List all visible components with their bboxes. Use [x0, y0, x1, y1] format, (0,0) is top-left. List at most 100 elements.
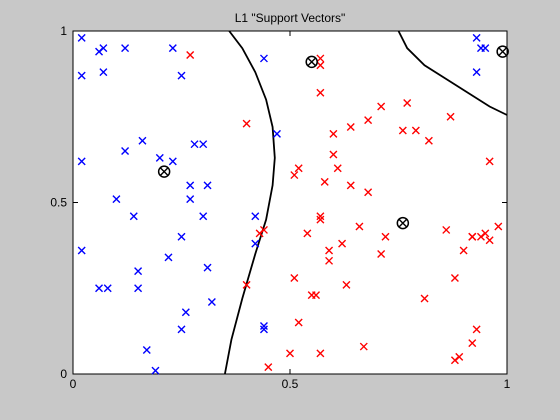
- red-x-marker: [364, 188, 373, 197]
- blue-x-marker: [103, 284, 112, 293]
- blue-x-marker: [259, 325, 268, 334]
- blue-x-marker: [203, 263, 212, 272]
- blue-x-marker: [142, 345, 151, 354]
- support-vector-circle: [157, 165, 171, 178]
- red-x-marker: [316, 212, 325, 221]
- red-x-marker: [485, 236, 494, 245]
- support-vector-circle: [396, 216, 410, 230]
- blue-x-marker: [134, 267, 143, 276]
- red-x-marker: [381, 232, 390, 241]
- blue-x-marker: [203, 181, 212, 190]
- red-x-marker: [329, 129, 338, 138]
- blue-x-marker: [129, 212, 138, 221]
- blue-x-marker: [77, 71, 86, 80]
- blue-x-marker: [77, 157, 86, 166]
- support-vector-x: [498, 47, 507, 56]
- x-tick-label: 1: [504, 377, 511, 391]
- support-vector-x: [160, 167, 169, 176]
- blue-x-marker: [112, 195, 121, 204]
- blue-x-marker: [251, 239, 260, 248]
- blue-x-marker: [121, 147, 130, 156]
- red-x-marker: [359, 342, 368, 351]
- red-x-marker: [333, 164, 342, 173]
- red-x-marker: [186, 51, 195, 60]
- blue-x-marker: [177, 232, 186, 241]
- blue-x-marker: [99, 68, 108, 77]
- y-tick-label: 0.5: [50, 196, 67, 210]
- red-x-marker: [316, 54, 325, 63]
- red-x-marker: [494, 222, 503, 231]
- blue-x-marker: [251, 212, 260, 221]
- blue-x-marker: [77, 246, 86, 255]
- red-x-marker: [255, 229, 264, 238]
- blue-x-marker: [199, 140, 208, 149]
- chart-title: L1 "Support Vectors": [235, 11, 346, 25]
- blue-x-marker: [472, 33, 481, 42]
- blue-x-marker: [272, 129, 281, 138]
- red-x-marker: [342, 280, 351, 289]
- red-x-marker: [290, 273, 299, 282]
- blue-x-marker: [168, 44, 177, 53]
- red-x-marker: [294, 318, 303, 327]
- blue-x-marker: [259, 321, 268, 330]
- support-vector-markers: [157, 45, 509, 230]
- red-x-marker: [424, 136, 433, 145]
- red-x-marker: [346, 181, 355, 190]
- red-x-marker: [403, 99, 412, 108]
- support-vector-circle: [496, 45, 509, 58]
- red-x-marker: [450, 273, 459, 282]
- red-x-marker: [420, 294, 429, 303]
- axis-ticks: 0 0.5 1 0 0.5 1: [50, 24, 510, 391]
- blue-x-marker: [138, 136, 147, 145]
- blue-x-marker: [190, 140, 199, 149]
- support-vector: [396, 216, 410, 230]
- blue-x-marker: [199, 212, 208, 221]
- blue-x-marker: [151, 366, 160, 375]
- blue-x-marker: [77, 33, 86, 42]
- red-x-marker: [450, 356, 459, 365]
- red-x-marker: [329, 150, 338, 159]
- blue-x-marker: [186, 195, 195, 204]
- red-x-marker: [442, 225, 451, 234]
- support-vector: [496, 45, 509, 58]
- red-x-marker: [338, 239, 347, 248]
- red-x-marker: [325, 246, 334, 255]
- red-x-marker: [294, 164, 303, 173]
- x-tick-label: 0.5: [282, 377, 299, 391]
- blue-x-marker: [177, 325, 186, 334]
- red-x-marker: [325, 256, 334, 265]
- red-x-marker: [316, 349, 325, 358]
- blue-x-marker: [164, 253, 173, 262]
- red-x-marker: [485, 157, 494, 166]
- red-x-marker: [377, 102, 386, 111]
- red-x-marker: [364, 116, 373, 125]
- x-tick-label: 0: [70, 377, 77, 391]
- plot-area: [72, 30, 508, 375]
- y-tick-label: 1: [60, 24, 67, 38]
- red-x-marker: [242, 119, 251, 128]
- blue-x-marker: [177, 71, 186, 80]
- red-x-marker: [472, 325, 481, 334]
- red-x-marker: [316, 215, 325, 224]
- red-x-marker: [316, 88, 325, 97]
- blue-x-marker: [481, 44, 490, 53]
- decision-boundary-1: [224, 30, 276, 375]
- decision-boundary-2: [397, 30, 508, 116]
- red-x-marker: [264, 363, 273, 372]
- blue-x-marker: [95, 47, 104, 56]
- support-vector: [305, 55, 318, 69]
- blue-x-marker: [168, 157, 177, 166]
- blue-x-marker: [121, 44, 130, 53]
- support-vector-x: [398, 219, 407, 228]
- support-vector: [157, 165, 171, 178]
- red-x-marker: [481, 229, 490, 238]
- red-x-marker: [316, 61, 325, 70]
- red-x-marker: [242, 280, 251, 289]
- red-x-marker: [446, 112, 455, 121]
- red-x-marker: [312, 291, 321, 300]
- blue-x-marker: [259, 54, 268, 63]
- blue-x-marker: [134, 284, 143, 293]
- y-tick-label: 0: [60, 367, 67, 381]
- red-x-marker: [290, 171, 299, 180]
